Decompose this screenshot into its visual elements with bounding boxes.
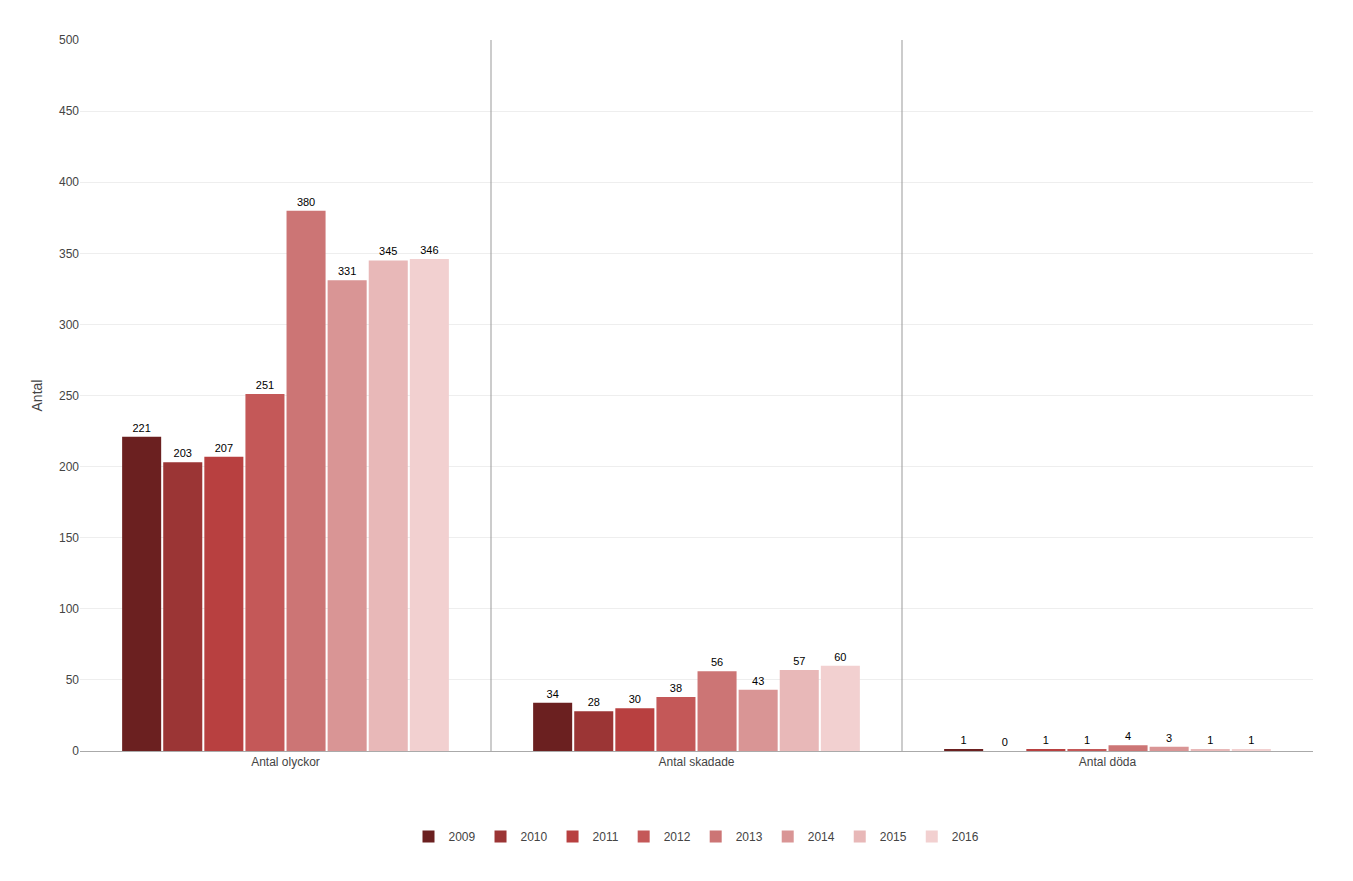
svg-text:2014: 2014 [808, 830, 835, 844]
svg-text:3: 3 [1166, 732, 1172, 744]
svg-text:450: 450 [59, 104, 79, 118]
svg-text:500: 500 [59, 33, 79, 47]
svg-text:0: 0 [72, 744, 79, 758]
svg-text:200: 200 [59, 460, 79, 474]
svg-text:34: 34 [547, 688, 559, 700]
svg-text:50: 50 [66, 673, 80, 687]
svg-text:345: 345 [379, 245, 397, 257]
svg-text:1: 1 [1084, 734, 1090, 746]
svg-text:56: 56 [711, 656, 723, 668]
svg-text:251: 251 [256, 379, 274, 391]
svg-text:4: 4 [1125, 730, 1131, 742]
svg-text:207: 207 [215, 442, 233, 454]
svg-text:203: 203 [174, 447, 192, 459]
svg-text:2016: 2016 [952, 830, 979, 844]
svg-text:150: 150 [59, 531, 79, 545]
svg-text:2009: 2009 [449, 830, 476, 844]
svg-text:300: 300 [59, 318, 79, 332]
svg-text:Antal skadade: Antal skadade [658, 755, 734, 769]
svg-text:100: 100 [59, 602, 79, 616]
svg-text:2015: 2015 [880, 830, 907, 844]
svg-text:221: 221 [132, 422, 150, 434]
svg-text:1: 1 [1248, 734, 1254, 746]
svg-text:28: 28 [588, 696, 600, 708]
svg-text:0: 0 [1002, 736, 1008, 748]
svg-text:2010: 2010 [521, 830, 548, 844]
svg-text:250: 250 [59, 389, 79, 403]
svg-text:400: 400 [59, 175, 79, 189]
svg-text:57: 57 [793, 655, 805, 667]
svg-text:1: 1 [961, 734, 967, 746]
svg-text:350: 350 [59, 247, 79, 261]
svg-text:38: 38 [670, 682, 682, 694]
svg-text:Antal döda: Antal döda [1079, 755, 1137, 769]
svg-text:2012: 2012 [664, 830, 691, 844]
svg-text:Antal: Antal [29, 380, 45, 412]
svg-text:Antal olyckor: Antal olyckor [251, 755, 320, 769]
svg-text:30: 30 [629, 693, 641, 705]
svg-text:380: 380 [297, 196, 315, 208]
svg-text:43: 43 [752, 675, 764, 687]
svg-text:1: 1 [1207, 734, 1213, 746]
svg-text:331: 331 [338, 265, 356, 277]
svg-text:2011: 2011 [593, 830, 619, 844]
svg-text:60: 60 [834, 651, 846, 663]
svg-text:2013: 2013 [736, 830, 763, 844]
svg-text:346: 346 [420, 244, 438, 256]
svg-text:1: 1 [1043, 734, 1049, 746]
